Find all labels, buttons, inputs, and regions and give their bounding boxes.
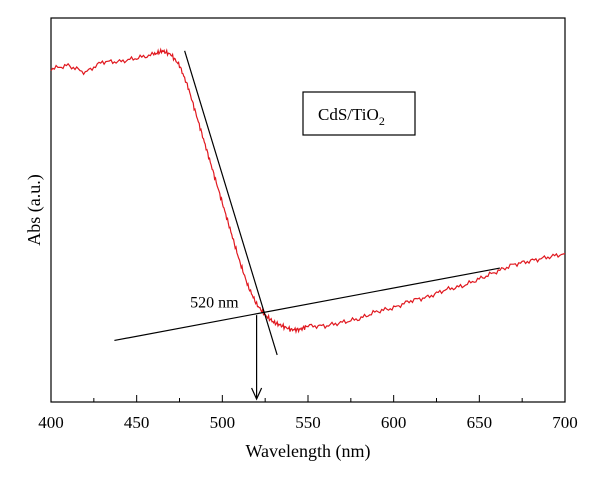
x-tick-label: 650: [467, 413, 493, 432]
tangent-lines: [114, 50, 501, 401]
x-tick-label: 400: [38, 413, 64, 432]
cutoff-arrow-head: [251, 387, 263, 401]
x-ticks: [50, 395, 566, 402]
cutoff-wavelength-label: 520 nm: [190, 295, 239, 312]
legend-label-main: CdS/TiO: [318, 105, 379, 124]
legend-label-subscript: 2: [379, 114, 385, 128]
x-tick-label: 550: [295, 413, 321, 432]
baseline-tangent-line: [114, 267, 501, 342]
absorbance-series-line: [50, 47, 566, 335]
edge-tangent-line: [184, 50, 278, 356]
legend-frame: [302, 91, 416, 136]
x-axis-title: Wavelength (nm): [245, 441, 370, 462]
x-tick-label: 500: [210, 413, 236, 432]
plot-frame: [50, 17, 566, 403]
x-tick-labels: 400 450 500 550 600 650 700: [38, 413, 578, 432]
y-axis-title: Abs (a.u.): [24, 174, 45, 245]
legend-box: CdS/TiO2: [302, 91, 416, 136]
series-layer: [50, 47, 566, 335]
x-tick-label: 600: [381, 413, 407, 432]
x-tick-label: 700: [552, 413, 578, 432]
legend-label: CdS/TiO2: [318, 105, 385, 128]
x-tick-label: 450: [124, 413, 150, 432]
